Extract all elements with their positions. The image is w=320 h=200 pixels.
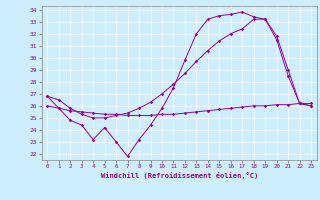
- X-axis label: Windchill (Refroidissement éolien,°C): Windchill (Refroidissement éolien,°C): [100, 172, 258, 179]
